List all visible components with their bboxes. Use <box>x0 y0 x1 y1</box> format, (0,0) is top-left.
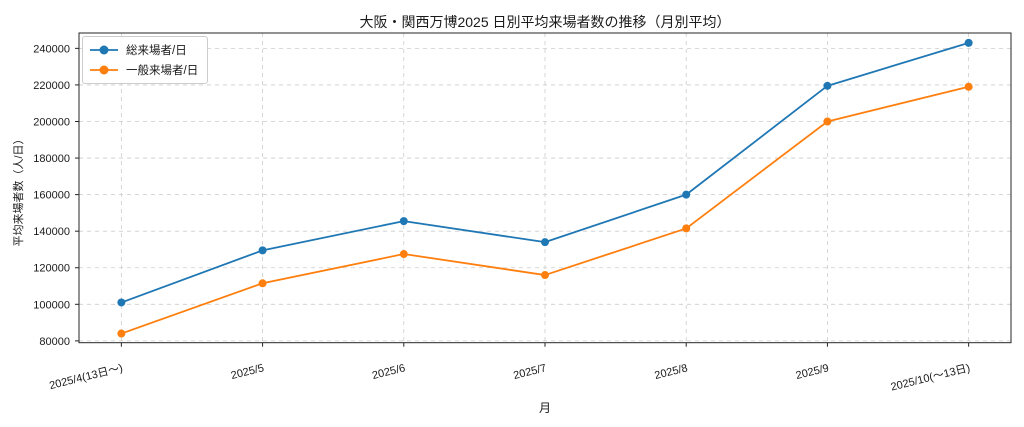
y-tick-label: 160000 <box>33 190 70 202</box>
y-tick-label: 80000 <box>39 336 70 348</box>
x-tick-label: 2025/10(〜13日) <box>890 362 972 393</box>
x-tick-label: 2025/4(13日〜) <box>48 362 124 392</box>
legend-dot <box>99 65 109 75</box>
series-総来場者/日 <box>117 38 973 307</box>
legend-label: 総来場者/日 <box>126 45 187 57</box>
legend-label: 一般来場者/日 <box>126 65 199 77</box>
x-tick-label: 2025/6 <box>371 362 407 382</box>
series-一般来場者/日 <box>117 82 973 338</box>
x-axis-label: 月 <box>538 401 551 415</box>
y-tick-label: 100000 <box>33 299 70 311</box>
legend-item: 一般来場者/日 <box>89 62 198 78</box>
series <box>117 38 973 338</box>
y-tick-label: 240000 <box>33 43 70 55</box>
chart-title: 大阪・関西万博2025 日別平均来場者数の推移（月別平均） <box>359 14 731 30</box>
y-axis-label: 平均来場者数（人/日） <box>13 133 25 247</box>
data-point <box>964 38 973 47</box>
data-point <box>399 217 408 226</box>
data-point <box>541 238 549 247</box>
data-point <box>258 246 267 255</box>
grid-lines <box>79 33 1011 343</box>
y-tick-label: 180000 <box>33 153 70 165</box>
data-point <box>117 298 126 307</box>
y-tick-label: 140000 <box>33 226 70 238</box>
legend: 総来場者/日 一般来場者/日 <box>82 36 209 84</box>
data-point <box>682 190 691 199</box>
data-point <box>823 81 832 90</box>
data-point <box>399 250 408 259</box>
data-point <box>682 224 691 233</box>
tick-labels: 80000 100000 120000 140000 160000 180000 20000… <box>33 43 971 393</box>
legend-item: 総来場者/日 <box>89 42 198 58</box>
y-tick-label: 200000 <box>33 116 70 128</box>
data-point <box>823 117 832 126</box>
y-tick-label: 120000 <box>33 263 70 275</box>
x-tick-label: 2025/9 <box>795 362 831 382</box>
legend-dot <box>99 45 109 55</box>
data-point <box>117 329 126 338</box>
legend-marker-icon <box>90 65 118 75</box>
axes <box>75 32 1012 347</box>
x-tick-label: 2025/7 <box>512 362 548 382</box>
data-point <box>258 279 267 288</box>
x-tick-label: 2025/8 <box>653 362 689 382</box>
legend-marker-icon <box>90 45 118 55</box>
y-tick-label: 220000 <box>33 80 70 92</box>
x-tick-label: 2025/5 <box>230 362 266 382</box>
data-point <box>964 82 973 91</box>
data-point <box>541 271 549 280</box>
